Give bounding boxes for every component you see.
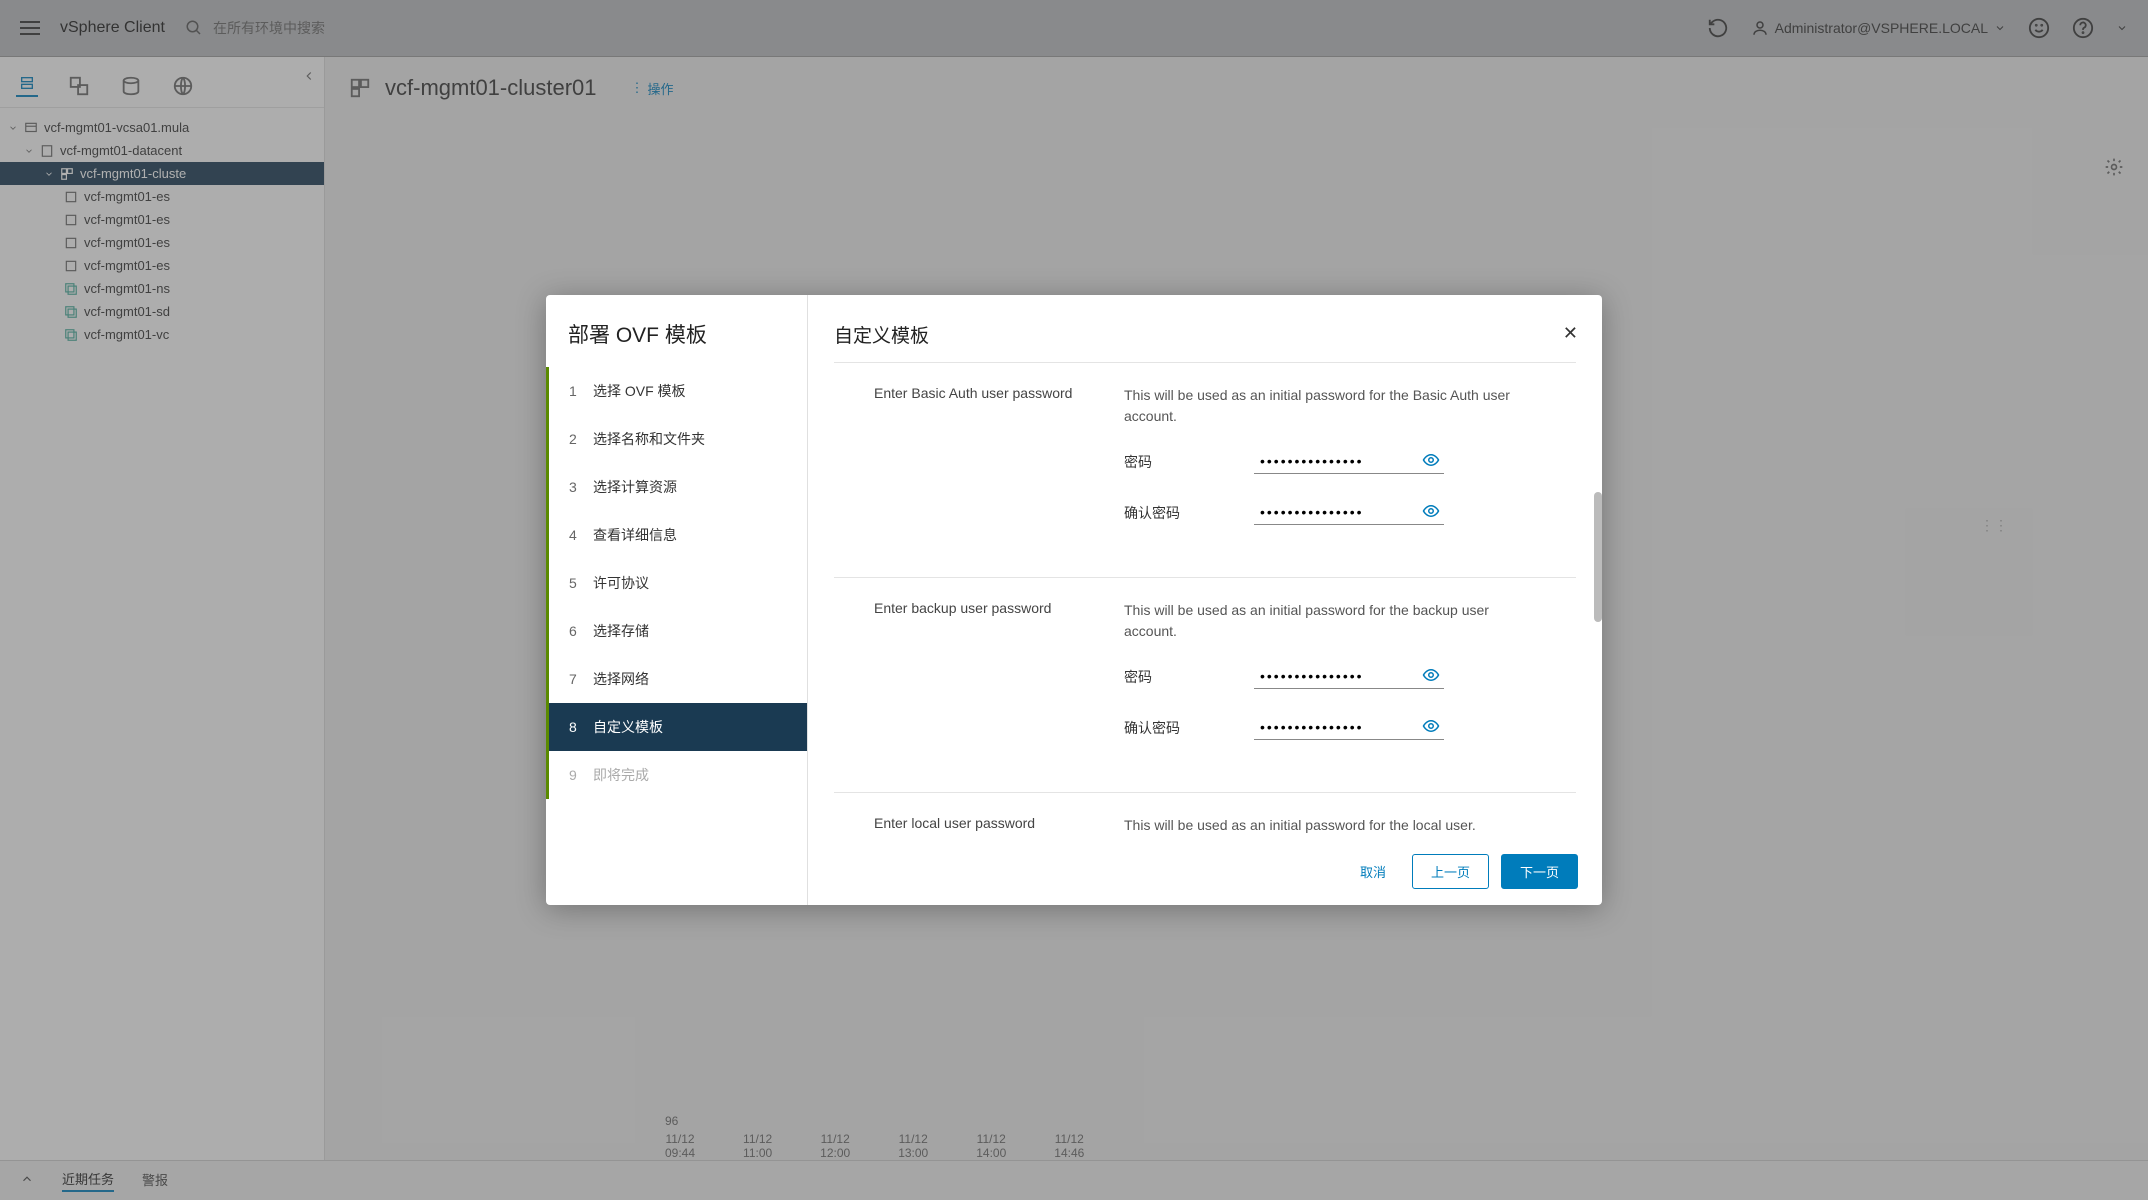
form-section: Enter local user password This will be us… — [834, 792, 1576, 837]
section-body: This will be used as an initial password… — [1124, 385, 1536, 551]
step-label: 自定义模板 — [593, 717, 663, 737]
field-label: 密码 — [1124, 452, 1254, 472]
wizard-step-3[interactable]: 3 选择计算资源 — [549, 463, 807, 511]
step-label: 许可协议 — [593, 573, 649, 593]
section-label: Enter local user password — [874, 815, 1094, 837]
field-input-wrap — [1254, 500, 1444, 525]
step-label: 查看详细信息 — [593, 525, 677, 545]
wizard-step-7[interactable]: 7 选择网络 — [549, 655, 807, 703]
show-password-icon[interactable] — [1422, 666, 1440, 687]
password-input[interactable] — [1254, 449, 1444, 474]
show-password-icon[interactable] — [1422, 502, 1440, 523]
step-number: 4 — [569, 527, 579, 543]
deploy-ovf-modal: ✕ 部署 OVF 模板 1 选择 OVF 模板 2 选择名称和文件夹 3 选择计算资源 4查… — [546, 295, 1602, 905]
step-number: 2 — [569, 431, 579, 447]
wizard-step-2[interactable]: 2 选择名称和文件夹 — [549, 415, 807, 463]
section-desc: This will be used as an initial password… — [1124, 815, 1536, 836]
field-row: 密码 — [1124, 664, 1536, 689]
step-label: 选择计算资源 — [593, 477, 677, 497]
section-label: Enter Basic Auth user password — [874, 385, 1094, 551]
section-body: This will be used as an initial password… — [1124, 600, 1536, 766]
step-number: 1 — [569, 383, 579, 399]
step-label: 选择网络 — [593, 669, 649, 689]
show-password-icon[interactable] — [1422, 717, 1440, 738]
wizard-footer: 取消 上一页 下一页 — [808, 837, 1602, 905]
wizard-steps-panel: 部署 OVF 模板 1 选择 OVF 模板 2 选择名称和文件夹 3 选择计算资源 4 查看详… — [546, 295, 808, 905]
password-input[interactable] — [1254, 500, 1444, 525]
step-label: 选择名称和文件夹 — [593, 429, 705, 449]
password-input[interactable] — [1254, 715, 1444, 740]
form-section: Enter Basic Auth user password This will … — [834, 362, 1576, 577]
field-label: 确认密码 — [1124, 503, 1254, 523]
field-input-wrap — [1254, 449, 1444, 474]
step-label: 即将完成 — [593, 765, 649, 785]
field-row: 确认密码 — [1124, 500, 1536, 525]
password-input[interactable] — [1254, 664, 1444, 689]
wizard-step-4[interactable]: 4 查看详细信息 — [549, 511, 807, 559]
field-row: 密码 — [1124, 449, 1536, 474]
section-body: This will be used as an initial password… — [1124, 815, 1536, 837]
form-section: Enter backup user password This will be u… — [834, 577, 1576, 792]
wizard-step-5[interactable]: 5 许可协议 — [549, 559, 807, 607]
field-label: 确认密码 — [1124, 718, 1254, 738]
field-input-wrap — [1254, 664, 1444, 689]
step-number: 7 — [569, 671, 579, 687]
modal-overlay: ✕ 部署 OVF 模板 1 选择 OVF 模板 2 选择名称和文件夹 3 选择计算资源 4查… — [0, 0, 2148, 1200]
step-number: 9 — [569, 767, 579, 783]
wizard-step-9: 9 即将完成 — [549, 751, 807, 799]
wizard-step-6[interactable]: 6 选择存储 — [549, 607, 807, 655]
wizard-panel-title: 自定义模板 — [808, 295, 1602, 362]
wizard-title: 部署 OVF 模板 — [546, 319, 807, 367]
section-desc: This will be used as an initial password… — [1124, 600, 1536, 642]
step-number: 6 — [569, 623, 579, 639]
field-input-wrap — [1254, 715, 1444, 740]
step-number: 5 — [569, 575, 579, 591]
wizard-body: Enter Basic Auth user password This will … — [808, 362, 1602, 837]
wizard-content-panel: 自定义模板 Enter Basic Auth user password This… — [808, 295, 1602, 905]
section-label: Enter backup user password — [874, 600, 1094, 766]
cancel-button[interactable]: 取消 — [1346, 854, 1400, 889]
field-row: 确认密码 — [1124, 715, 1536, 740]
close-button[interactable]: ✕ — [1563, 323, 1578, 344]
step-number: 8 — [569, 719, 579, 735]
section-desc: This will be used as an initial password… — [1124, 385, 1536, 427]
back-button[interactable]: 上一页 — [1412, 854, 1489, 889]
step-number: 3 — [569, 479, 579, 495]
wizard-step-1[interactable]: 1 选择 OVF 模板 — [549, 367, 807, 415]
step-label: 选择存储 — [593, 621, 649, 641]
field-label: 密码 — [1124, 667, 1254, 687]
scrollbar[interactable] — [1594, 492, 1602, 622]
next-button[interactable]: 下一页 — [1501, 854, 1578, 889]
show-password-icon[interactable] — [1422, 451, 1440, 472]
wizard-step-8[interactable]: 8 自定义模板 — [549, 703, 807, 751]
step-label: 选择 OVF 模板 — [593, 381, 686, 401]
